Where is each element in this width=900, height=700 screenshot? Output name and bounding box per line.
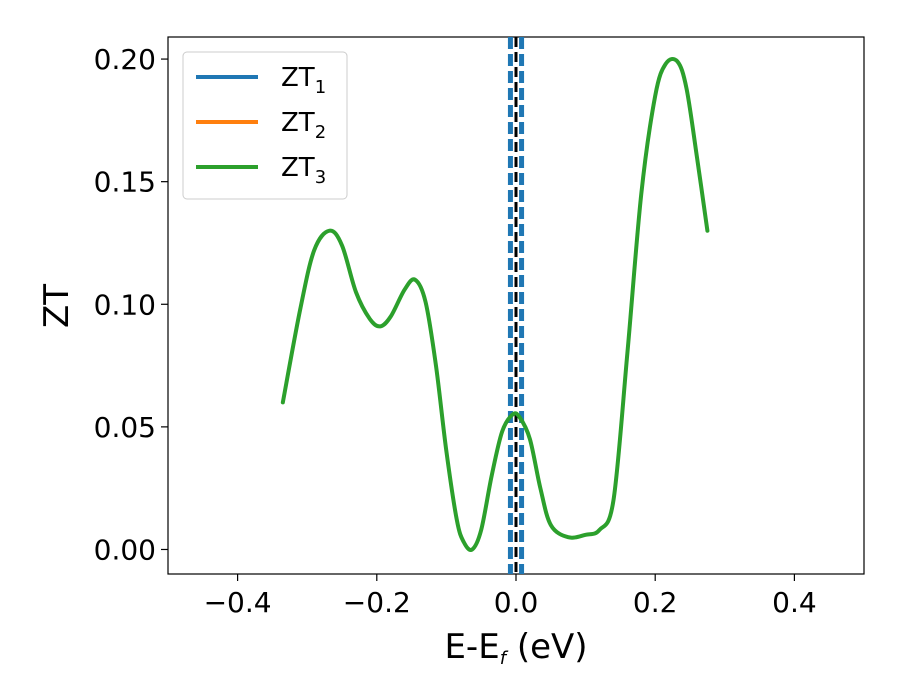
legend: ZT1 ZT2 ZT3 [182, 51, 348, 200]
reference-lines [507, 37, 525, 574]
series-lines [280, 56, 710, 552]
series-line [280, 56, 710, 552]
legend-entry: ZT3 [281, 153, 326, 188]
y-tick-label: 0.10 [94, 288, 156, 321]
x-tick-label: −0.2 [343, 586, 411, 619]
legend-entry: ZT1 [281, 63, 326, 98]
y-axis: 0.00 0.05 0.10 0.15 0.20 [94, 43, 168, 566]
y-tick-label: 0.05 [94, 411, 156, 444]
x-axis: −0.4 −0.2 0.0 0.2 0.4 [204, 574, 817, 619]
legend-entry: ZT2 [281, 108, 326, 143]
x-tick-label: 0.0 [494, 586, 539, 619]
y-axis-label: ZT [37, 284, 77, 328]
legend-box [182, 51, 348, 200]
y-tick-label: 0.00 [94, 533, 156, 566]
x-tick-label: −0.4 [204, 586, 272, 619]
x-axis-label: E-Ef (eV) [444, 627, 587, 669]
x-tick-label: 0.2 [633, 586, 678, 619]
x-axis-label-subscript: f [500, 648, 509, 669]
y-tick-label: 0.20 [94, 43, 156, 76]
x-tick-label: 0.4 [772, 586, 817, 619]
y-tick-label: 0.15 [94, 166, 156, 199]
